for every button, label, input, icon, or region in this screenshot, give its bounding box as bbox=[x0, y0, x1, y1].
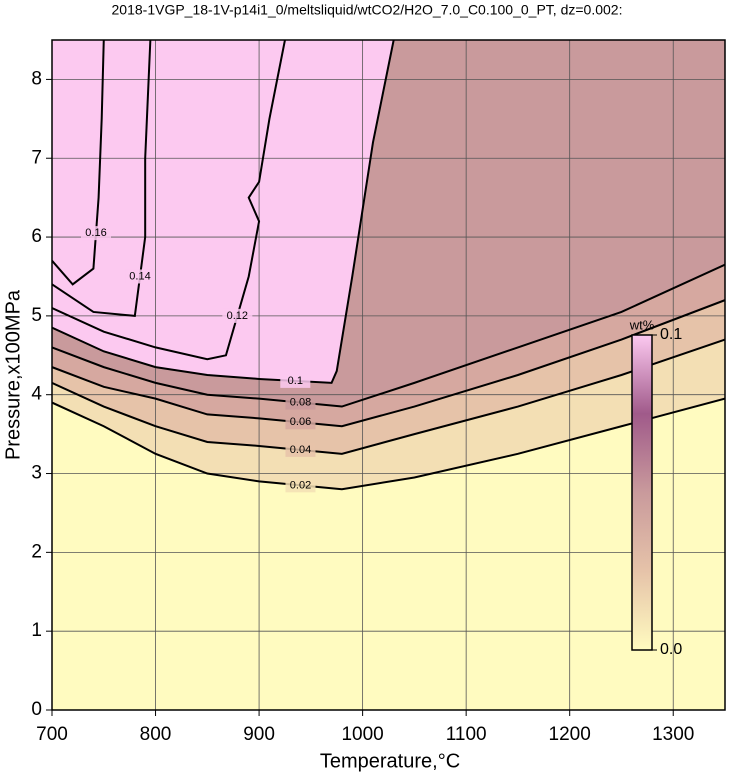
contour-label: 0.02 bbox=[290, 479, 311, 491]
y-tick-label: 5 bbox=[31, 305, 42, 326]
contour-label-bg bbox=[81, 226, 112, 241]
contour-label: 0.14 bbox=[129, 270, 150, 282]
contour-fill bbox=[52, 40, 725, 316]
contour-label-bg bbox=[285, 478, 316, 493]
plot-frame bbox=[51, 39, 726, 711]
contour-fills bbox=[52, 40, 725, 490]
y-axis-label: Pressure,x100MPa bbox=[2, 289, 24, 460]
x-tick-label: 1200 bbox=[549, 724, 591, 745]
contour-line bbox=[52, 40, 286, 361]
y-tick-label: 2 bbox=[31, 541, 42, 562]
y-tick-label: 1 bbox=[31, 620, 42, 641]
contour-label-bg bbox=[285, 395, 316, 410]
x-axis-label: Temperature,°C bbox=[320, 750, 460, 772]
x-tick-label: 900 bbox=[243, 724, 275, 745]
contour-label-bg bbox=[285, 442, 316, 457]
x-tick-label: 800 bbox=[140, 724, 172, 745]
contour-label: 0.1 bbox=[288, 375, 303, 387]
y-tick-label: 0 bbox=[31, 699, 42, 720]
colorbar bbox=[631, 334, 653, 651]
y-tick-label: 6 bbox=[31, 226, 42, 247]
contour-lines: 0.02 0.04 0.06 0.08 0.1 0.12 0.14 0.16 bbox=[52, 40, 725, 493]
contour-label-bg bbox=[222, 308, 253, 323]
contour-label-bg bbox=[285, 415, 316, 430]
colorbar-tick-label: 0.1 bbox=[660, 326, 682, 343]
contour-label: 0.12 bbox=[227, 310, 248, 322]
contour-label: 0.04 bbox=[290, 444, 311, 456]
y-tick-label: 4 bbox=[31, 384, 42, 405]
y-tick-label: 3 bbox=[31, 463, 42, 484]
x-tick-label: 1300 bbox=[652, 724, 694, 745]
chart-title: 2018-1VGP_18-1V-p14i1_0/meltsliquid/wtCO… bbox=[112, 2, 623, 18]
x-tick-label: 1100 bbox=[446, 724, 487, 745]
contour-label: 0.08 bbox=[290, 396, 311, 408]
x-tick-label: 1000 bbox=[341, 724, 383, 745]
colorbar-label: wt% bbox=[629, 317, 655, 332]
contour-label-bg bbox=[125, 269, 156, 284]
contour-fill bbox=[52, 40, 725, 360]
y-tick-label: 7 bbox=[31, 147, 42, 168]
contour-label: 0.16 bbox=[85, 227, 106, 239]
y-tick-label: 8 bbox=[31, 68, 42, 89]
x-tick-label: 700 bbox=[36, 724, 68, 745]
colorbar-tick-label: 0.0 bbox=[660, 641, 682, 658]
contour-label: 0.06 bbox=[290, 416, 311, 428]
contour-label-bg bbox=[280, 373, 311, 388]
